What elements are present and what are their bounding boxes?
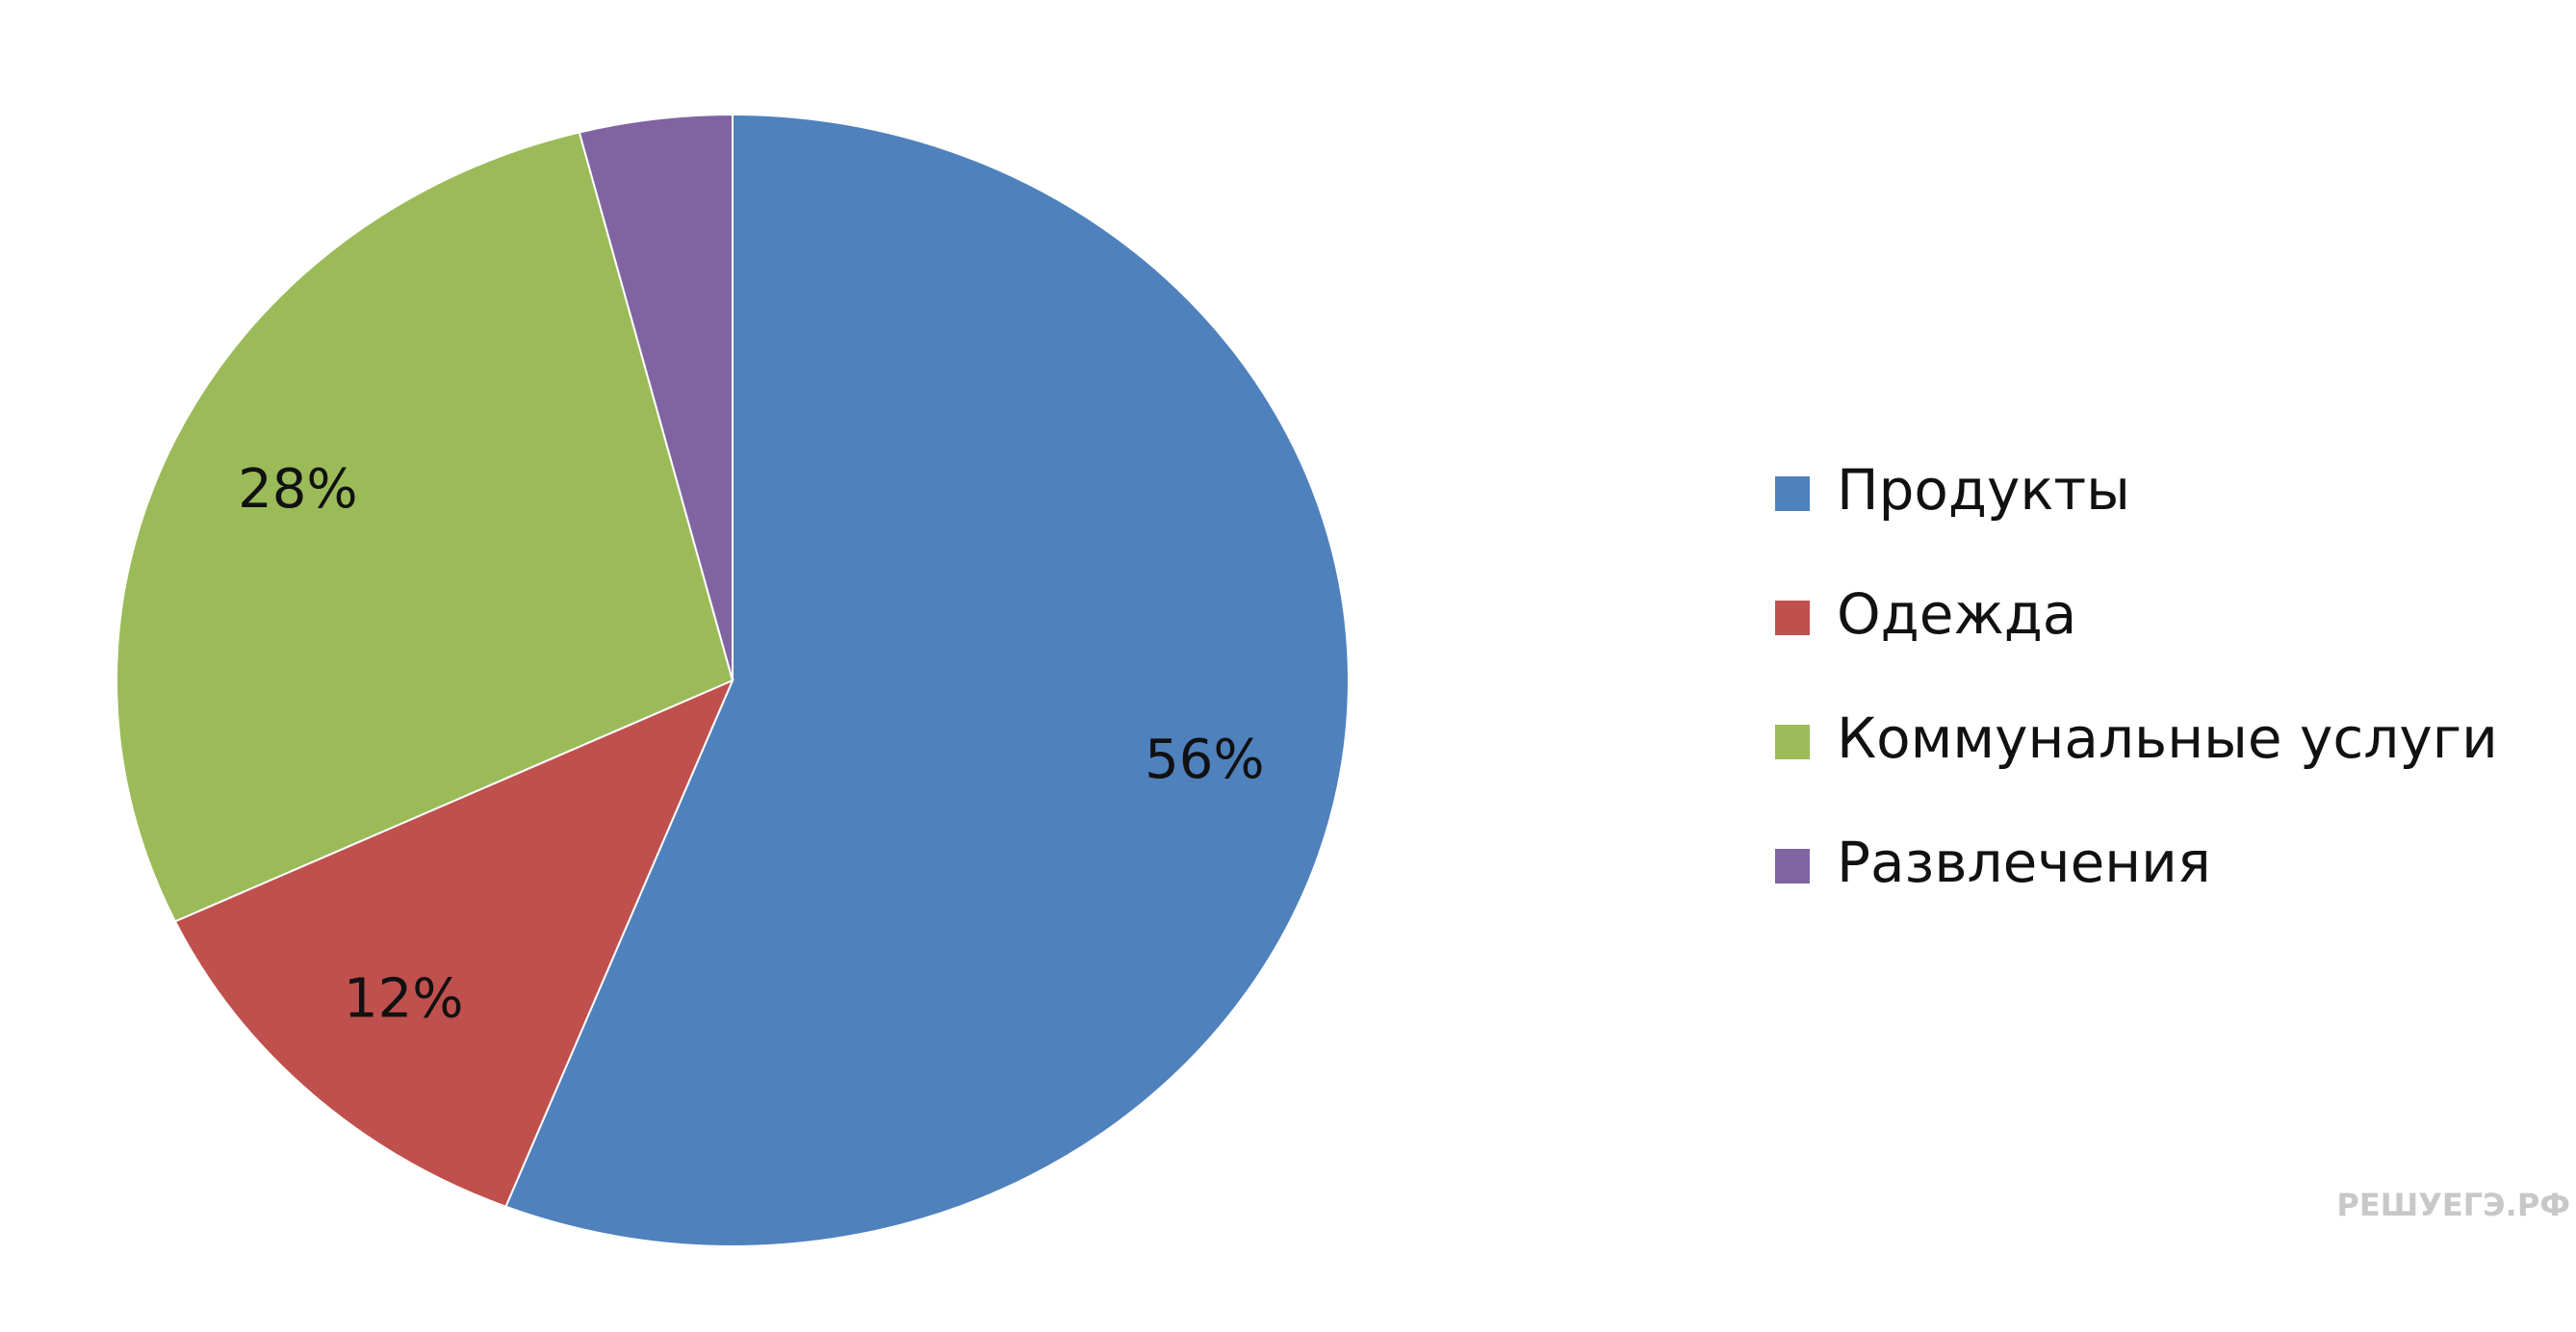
legend-swatch: [1775, 725, 1810, 759]
pie-slice: [504, 113, 1350, 1247]
legend-swatch: [1775, 849, 1810, 884]
legend-swatch: [1775, 476, 1810, 511]
legend-label: Коммунальные услуги: [1837, 705, 2498, 771]
data-label: 56%: [1145, 729, 1264, 791]
legend-swatch: [1775, 601, 1810, 635]
watermark: РЕШУЕГЭ.РФ: [2336, 1187, 2570, 1223]
pie-slice: [173, 679, 734, 1208]
legend-label: Развлечения: [1837, 830, 2211, 895]
pie-slice: [116, 131, 734, 923]
data-label: 12%: [344, 967, 463, 1030]
legend-label: Продукты: [1837, 457, 2130, 523]
pie-slice: [578, 113, 734, 681]
legend-label: Одежда: [1837, 581, 2076, 647]
data-label: 28%: [238, 458, 357, 521]
